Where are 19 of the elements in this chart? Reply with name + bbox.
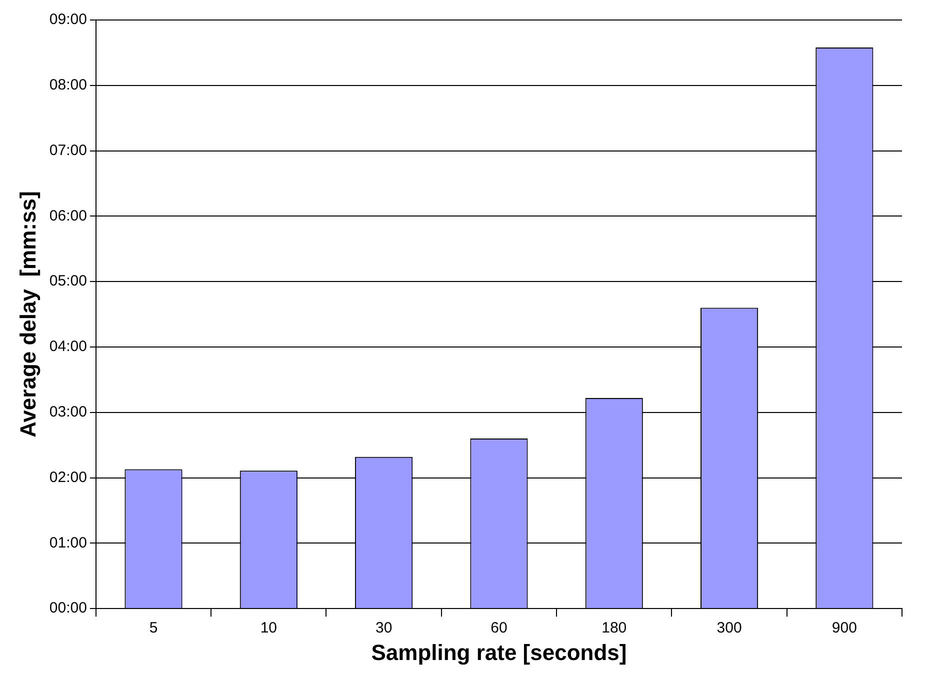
y-tick-label: 01:00	[49, 534, 87, 552]
x-tick-label: 180	[602, 620, 627, 637]
y-tick-label: 03:00	[49, 404, 87, 421]
x-tick-label: 60	[490, 620, 508, 637]
y-tick-label: 06:00	[49, 207, 87, 224]
x-tick-label: 30	[375, 620, 392, 637]
y-tick-label: 09:00	[49, 11, 87, 28]
x-tick-label: 10	[260, 620, 278, 637]
y-tick-label: 05:00	[49, 272, 87, 290]
y-tick-label: 02:00	[49, 468, 87, 486]
x-tick-label: 900	[832, 620, 857, 637]
y-tick-label: 00:00	[49, 600, 87, 617]
y-tick-label: 08:00	[49, 76, 87, 94]
y-tick-label: 04:00	[49, 338, 87, 356]
y-tick-label: 07:00	[49, 142, 87, 159]
y-axis-title: Average delay [mm:ss]	[15, 191, 40, 438]
x-tick-label: 5	[149, 620, 158, 637]
x-axis-title: Sampling rate [seconds]	[371, 640, 627, 665]
x-tick-label: 300	[716, 620, 742, 637]
